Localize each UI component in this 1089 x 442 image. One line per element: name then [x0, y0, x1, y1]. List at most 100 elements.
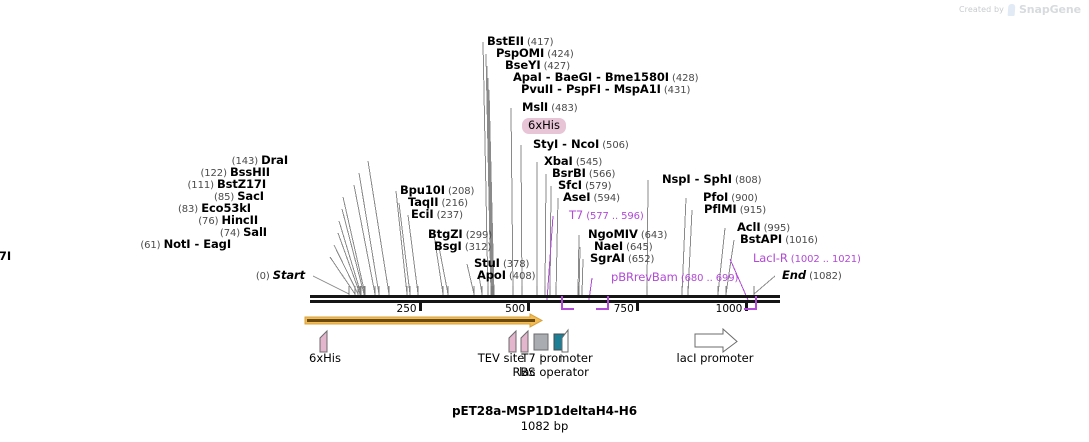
feature-caption-connectors [540, 354, 562, 362]
enzyme-name[interactable]: PspFI [565, 82, 601, 96]
restriction-site-label[interactable]: PfoI (900) [703, 190, 758, 205]
enzyme-name[interactable]: TaqII [408, 195, 439, 209]
site-position: (85) [214, 192, 238, 203]
enzyme-name[interactable]: ApaI [513, 70, 542, 84]
sequence-marker-start[interactable]: (0) Start [256, 269, 305, 283]
enzyme-name[interactable]: EagI [203, 237, 231, 251]
site-position: (208) [444, 186, 475, 197]
site-position: (594) [590, 193, 620, 204]
restriction-site-label[interactable]: (61) NotI - EagI [140, 237, 231, 252]
enzyme-name[interactable]: NcoI [570, 137, 600, 151]
enzyme-name[interactable]: SalI [243, 225, 267, 239]
site-position: (431) [660, 85, 691, 96]
feature-caption[interactable]: 6xHis [309, 351, 341, 365]
restriction-site-label[interactable]: PflMI (915) [704, 202, 766, 217]
marker-label: End [782, 268, 806, 282]
enzyme-name[interactable]: AseI [563, 190, 591, 204]
enzyme-name[interactable]: MslI [522, 100, 549, 114]
enzyme-name[interactable]: BaeGI [554, 70, 593, 84]
enzyme-name[interactable]: BseYI [505, 58, 541, 72]
restriction-site-label[interactable]: BseYI (427) [505, 58, 570, 73]
feature-label-6xhis[interactable]: 6xHis [522, 118, 566, 134]
restriction-site-label[interactable]: MslI (483) [522, 100, 578, 115]
restriction-site-label[interactable]: (74) SalI [220, 225, 267, 240]
restriction-site-label[interactable]: (143) DraI [232, 153, 288, 168]
enzyme-name[interactable]: PspOMI [496, 46, 545, 60]
primer-label[interactable]: pBRrevBam (680 .. 699) [611, 271, 738, 285]
restriction-site-label[interactable]: (83) Eco53kI [177, 201, 251, 216]
enzyme-name[interactable]: MspA1I [613, 82, 661, 96]
enzyme-name[interactable]: SacI [237, 189, 264, 203]
enzyme-name[interactable]: PflMI [704, 202, 737, 216]
feature-caption[interactable]: lac operator [519, 365, 589, 379]
restriction-site-label[interactable]: ApoI (408) [477, 268, 535, 283]
restriction-site-label[interactable]: NspI - SphI (808) [662, 172, 762, 187]
restriction-site-label[interactable]: (122) BssHII [200, 165, 270, 180]
restriction-site-label[interactable]: PspOMI (424) [496, 46, 574, 61]
restriction-site-label[interactable]: BstEII (417) [487, 34, 553, 49]
restriction-site-label[interactable]: SgrAI (652) [590, 251, 654, 266]
enzyme-name[interactable]: Eco53kI [201, 201, 251, 215]
enzyme-name[interactable]: AclI [737, 220, 761, 234]
restriction-site-label[interactable]: BsrBI (566) [552, 166, 615, 181]
marker-position: (1082) [805, 271, 842, 282]
enzyme-name[interactable]: BsgI [434, 239, 462, 253]
enzyme-name[interactable]: BssHII [229, 165, 270, 179]
enzyme-name[interactable]: NaeI [594, 239, 624, 253]
restriction-site-label[interactable]: NgoMIV (643) [588, 227, 667, 242]
restriction-site-label[interactable]: EciI (237) [411, 207, 463, 222]
feature-caption[interactable]: TEV site [477, 351, 525, 365]
restriction-site-label[interactable]: StuI (378) [474, 256, 529, 271]
enzyme-name[interactable]: HincII [221, 213, 258, 227]
restriction-site-label[interactable]: AclI (995) [737, 220, 790, 235]
enzyme-name[interactable]: Bme1580I [604, 70, 669, 84]
enzyme-separator: - [600, 82, 614, 96]
enzyme-name[interactable]: SphI [703, 172, 732, 186]
primer-label[interactable]: T7 (577 .. 596) [569, 209, 644, 223]
enzyme-name[interactable]: PvuII [521, 82, 554, 96]
enzyme-name[interactable]: BstAPI [740, 232, 783, 246]
restriction-site-label[interactable]: BstAPI (1016) [740, 232, 818, 247]
site-position: (83) [177, 204, 202, 215]
restriction-site-label[interactable]: (76) HincII [198, 213, 258, 228]
enzyme-name[interactable]: StyI [533, 137, 559, 151]
enzyme-name[interactable]: StuI [474, 256, 500, 270]
enzyme-name[interactable]: NgoMIV [588, 227, 638, 241]
enzyme-name[interactable]: NspI [662, 172, 691, 186]
primer-label[interactable]: LacI-R (1002 .. 1021) [753, 252, 861, 266]
site-position: (76) [198, 216, 222, 227]
enzyme-name[interactable]: BstZ17I [216, 177, 266, 191]
restriction-site-label[interactable]: SfcI (579) [558, 178, 612, 193]
restriction-site-label[interactable]: (85) SacI [214, 189, 264, 204]
enzyme-name[interactable]: BstEII [487, 34, 524, 48]
enzyme-name[interactable]: Bpu10I [400, 183, 445, 197]
restriction-site-label[interactable]: XbaI (545) [544, 154, 602, 169]
enzyme-name[interactable]: PfoI [703, 190, 729, 204]
enzyme-name[interactable]: SfcI [558, 178, 582, 192]
restriction-site-label[interactable]: ApaI - BaeGI - Bme1580I (428) [513, 70, 699, 85]
restriction-site-label[interactable]: StyI - NcoI (506) [533, 137, 629, 152]
enzyme-name[interactable]: XbaI [544, 154, 573, 168]
sequence-marker-end[interactable]: End (1082) [782, 268, 842, 283]
restriction-site-label[interactable]: (53) SmlI - AvaI - XhoI - PspXI - BsoBI … [0, 250, 11, 263]
enzyme-name[interactable]: NotI [163, 237, 191, 251]
feature-caption[interactable]: RBS [512, 365, 536, 379]
enzyme-name[interactable]: ApoI [477, 268, 506, 282]
feature-tev-glyph-a [508, 329, 517, 353]
enzyme-name[interactable]: SgrAI [590, 251, 625, 265]
restriction-site-label[interactable]: BsgI (312) [434, 239, 491, 254]
restriction-site-label[interactable]: (111) BstZ17I [188, 177, 267, 192]
restriction-site-label[interactable]: BtgZI (299) [428, 227, 492, 242]
enzyme-name[interactable]: PaeR7I [0, 249, 11, 263]
feature-caption[interactable]: T7 promoter [521, 351, 593, 365]
restriction-site-label[interactable]: Bpu10I (208) [400, 183, 475, 198]
restriction-site-label[interactable]: AseI (594) [563, 190, 620, 205]
enzyme-name[interactable]: EciI [411, 207, 434, 221]
restriction-site-label[interactable]: TaqII (216) [408, 195, 468, 210]
restriction-site-label[interactable]: NaeI (645) [594, 239, 653, 254]
enzyme-name[interactable]: DraI [261, 153, 288, 167]
feature-caption[interactable]: lacI promoter [676, 351, 754, 365]
restriction-site-label[interactable]: PvuII - PspFI - MspA1I (431) [521, 82, 691, 97]
enzyme-name[interactable]: BsrBI [552, 166, 586, 180]
enzyme-name[interactable]: BtgZI [428, 227, 463, 241]
